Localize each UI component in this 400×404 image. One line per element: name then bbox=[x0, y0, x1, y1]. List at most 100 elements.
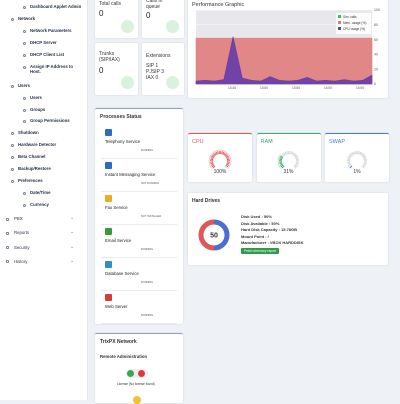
menu-item[interactable]: PBX bbox=[14, 216, 23, 221]
menu-item[interactable]: DHCP Server bbox=[30, 40, 57, 45]
menu-item[interactable]: Users bbox=[18, 83, 30, 88]
legend-label: Sim. calls bbox=[343, 15, 357, 19]
icon bbox=[133, 396, 141, 404]
process-item: Telephony Service RUNNING bbox=[101, 128, 177, 159]
gauge-tick-on bbox=[279, 158, 282, 159]
bullet bbox=[11, 18, 14, 21]
menu-item[interactable]: Backup/Restore bbox=[18, 166, 51, 171]
menu-item[interactable]: Hardware Detector bbox=[18, 142, 56, 147]
x-tick-label: 13:45 bbox=[228, 86, 236, 90]
bullet bbox=[11, 144, 14, 147]
legend-label: CPU usage (%) bbox=[343, 27, 365, 31]
menu-item[interactable]: Beta Channel bbox=[18, 154, 45, 159]
process-item: Web Server RUNNING bbox=[101, 293, 177, 324]
process-icon bbox=[105, 162, 112, 169]
menu-item[interactable]: History bbox=[14, 259, 27, 264]
gauge-label: 100% bbox=[188, 169, 252, 175]
menu-item[interactable]: Date/Time bbox=[30, 190, 50, 195]
x-tick-label: 13:50 bbox=[260, 86, 268, 90]
menu-item[interactable]: Currency bbox=[30, 202, 49, 207]
menu-item[interactable]: Network bbox=[18, 16, 35, 21]
menu-icon bbox=[6, 232, 9, 235]
bullet bbox=[23, 204, 26, 207]
series-area bbox=[196, 38, 372, 84]
gauge-tick-off bbox=[353, 152, 354, 155]
chevron: ⌄ bbox=[70, 229, 74, 235]
card-title: Extensions bbox=[146, 53, 170, 59]
y-tick-label: 20 bbox=[374, 67, 378, 71]
disk-info: Disk Used : 50% bbox=[241, 214, 272, 219]
menu-item[interactable]: Group Permissions bbox=[30, 118, 70, 123]
process-icon bbox=[105, 129, 112, 136]
process-item: Instant Messaging Service NOT RUNNING bbox=[101, 161, 177, 192]
gauge-tick-off bbox=[290, 151, 291, 154]
x-tick-label: 14:00 bbox=[324, 86, 332, 90]
process-status: RUNNING bbox=[141, 314, 153, 317]
legend-label: Mem. usage (%) bbox=[343, 21, 366, 25]
menu-item[interactable]: Assign IP Address to Host. bbox=[30, 64, 76, 74]
bullet bbox=[11, 156, 14, 159]
gauge-tick-off bbox=[364, 159, 367, 160]
gauge-tick-off bbox=[360, 152, 361, 155]
y-tick-label: 40 bbox=[374, 53, 378, 57]
card-value: 0 bbox=[146, 11, 150, 20]
gauge-tick-on bbox=[210, 159, 213, 160]
y-tick-label: 0 bbox=[374, 82, 376, 86]
menu-item[interactable]: DHCP Client List bbox=[30, 52, 64, 57]
process-name: Fax Service bbox=[105, 205, 128, 210]
disk-info: Mount Point : / bbox=[241, 234, 269, 239]
x-tick-label: 13:55 bbox=[292, 86, 300, 90]
process-name: Email Service bbox=[105, 238, 131, 243]
bullet bbox=[23, 66, 26, 69]
menu-item[interactable]: Users bbox=[30, 95, 42, 100]
donut-label: 50 bbox=[210, 233, 218, 240]
x-tick-label: 14:05 bbox=[356, 86, 364, 90]
process-name: Instant Messaging Service bbox=[105, 172, 155, 177]
process-status: RUNNING bbox=[141, 149, 153, 152]
menu-item[interactable]: Dashboard Applet Admin bbox=[30, 4, 81, 9]
gauge-tick-on bbox=[223, 152, 224, 155]
process-status: NOT RUNNING bbox=[141, 182, 159, 185]
toggle[interactable] bbox=[126, 369, 148, 378]
disk-info: Manufacturer : VBOX HARDDISK bbox=[241, 240, 303, 245]
menu-item[interactable]: Reports bbox=[14, 230, 29, 235]
gauge-tick-off bbox=[295, 159, 298, 160]
legend-swatch bbox=[338, 27, 341, 30]
bullet bbox=[23, 120, 26, 123]
menu-item[interactable]: Network Parameters bbox=[30, 28, 72, 33]
gauge-tick-on bbox=[227, 158, 230, 159]
gauge-tick-off bbox=[348, 158, 351, 159]
chevron: ⌄ bbox=[70, 258, 74, 264]
process-name: Web Server bbox=[105, 304, 128, 309]
process-status: NOT INSTALLED bbox=[141, 215, 161, 218]
gauge-label: 31% bbox=[257, 169, 321, 175]
fetch-button[interactable]: Fetch directory report bbox=[241, 248, 279, 254]
legend-swatch bbox=[338, 15, 341, 18]
gauge-label: 1% bbox=[325, 169, 389, 175]
card-title: Hard Drives bbox=[192, 198, 220, 204]
extensions-card: Extensions SIP 1 PJSIP 3 IAX 0 bbox=[142, 43, 184, 95]
menu-item[interactable]: Preferences bbox=[18, 178, 43, 183]
gauge-tick-on bbox=[210, 163, 213, 164]
menu-item[interactable]: Groups bbox=[30, 107, 45, 112]
process-name: Telephony Service bbox=[105, 139, 140, 144]
menu-icon bbox=[6, 260, 9, 263]
gauge-tick-on bbox=[218, 151, 219, 154]
gauge-tick-off bbox=[285, 152, 286, 155]
card-value: 0 bbox=[99, 9, 103, 18]
card-title: TrixPX Network bbox=[100, 339, 137, 345]
process-icon bbox=[105, 195, 112, 202]
gauge-tick-on bbox=[227, 163, 230, 164]
phone-icon bbox=[166, 76, 179, 89]
phone-icon bbox=[121, 20, 134, 33]
chevron: ⌄ bbox=[70, 244, 74, 250]
bullet bbox=[23, 42, 26, 45]
menu-item[interactable]: Security bbox=[14, 245, 30, 250]
menu-item[interactable]: Shutdown bbox=[18, 130, 39, 135]
